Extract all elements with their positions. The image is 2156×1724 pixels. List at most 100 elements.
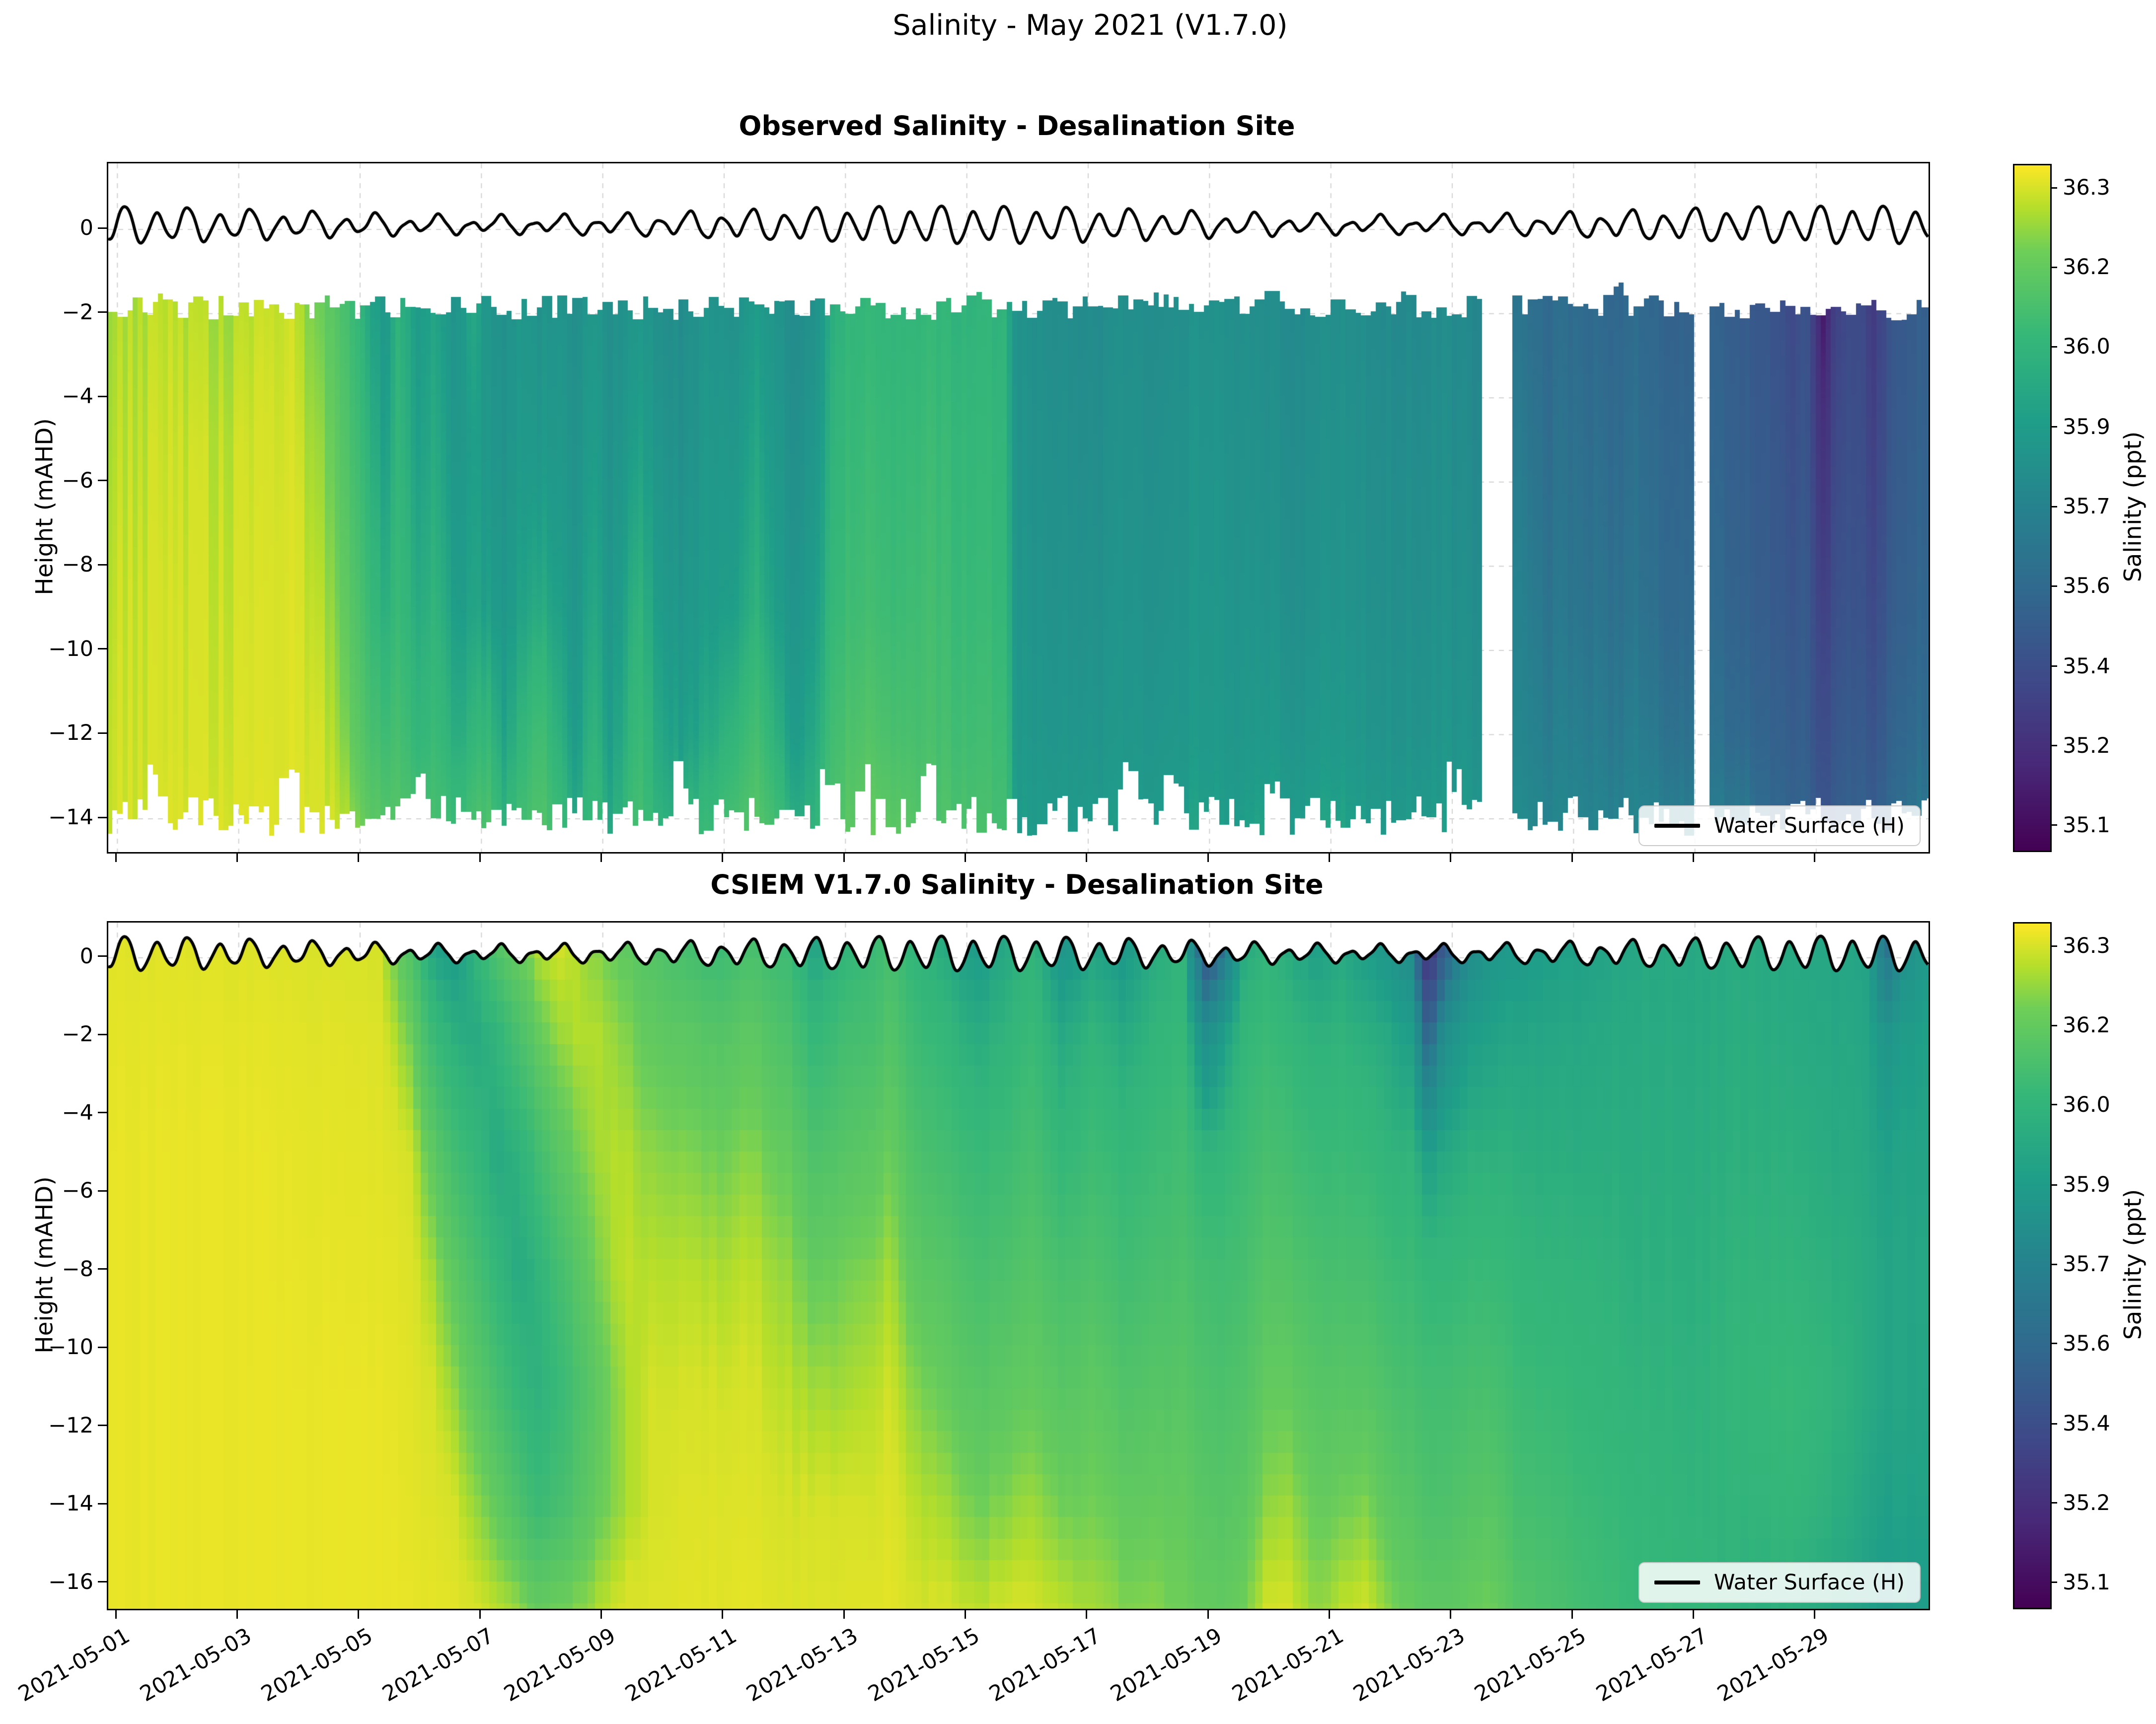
observed-colorbar-gradient [2014, 165, 2050, 851]
x-tick-mark [965, 852, 966, 862]
y-tick-label: −16 [48, 1569, 93, 1594]
x-tick-mark [843, 1609, 845, 1619]
colorbar-tick-mark [2050, 665, 2057, 667]
x-tick-mark [1693, 1609, 1695, 1619]
x-tick-mark [115, 852, 117, 862]
x-tick-mark [722, 1609, 724, 1619]
y-tick-label: 0 [79, 216, 93, 241]
x-tick-mark [1693, 852, 1695, 862]
x-tick-label: 2021-05-05 [257, 1623, 377, 1707]
x-tick-mark [1814, 852, 1816, 862]
model-legend: Water Surface (H) [1638, 1562, 1921, 1603]
y-tick-mark [98, 1581, 107, 1583]
colorbar-tick-mark [2050, 585, 2057, 587]
x-tick-mark [1450, 852, 1452, 862]
colorbar-tick-label: 35.7 [2063, 1252, 2110, 1277]
x-tick-mark [600, 1609, 602, 1619]
y-tick-mark [98, 1112, 107, 1114]
x-tick-label: 2021-05-25 [1470, 1623, 1591, 1707]
x-tick-mark [600, 852, 602, 862]
x-tick-mark [1571, 852, 1573, 862]
y-tick-label: −6 [62, 1178, 93, 1204]
x-tick-mark [1086, 1609, 1088, 1619]
x-tick-label: 2021-05-07 [378, 1623, 499, 1707]
x-tick-label: 2021-05-01 [14, 1623, 135, 1707]
colorbar-tick-mark [2050, 1024, 2057, 1026]
observed-panel-title: Observed Salinity - Desalination Site [739, 110, 1295, 142]
model-panel-title: CSIEM V1.7.0 Salinity - Desalination Sit… [710, 869, 1324, 900]
x-tick-mark [236, 1609, 238, 1619]
y-tick-mark [98, 1346, 107, 1348]
x-tick-mark [965, 1609, 966, 1619]
x-tick-label: 2021-05-27 [1592, 1623, 1712, 1707]
colorbar-tick-label: 35.9 [2063, 414, 2110, 439]
y-tick-label: −12 [48, 720, 93, 746]
model-legend-label: Water Surface (H) [1713, 1570, 1905, 1595]
y-tick-label: −4 [62, 384, 93, 409]
y-tick-mark [98, 1503, 107, 1505]
colorbar-tick-label: 36.0 [2063, 1092, 2110, 1117]
y-tick-label: −12 [48, 1413, 93, 1438]
y-tick-label: −14 [48, 1491, 93, 1516]
x-tick-label: 2021-05-21 [1228, 1623, 1348, 1707]
colorbar-tick-label: 36.0 [2063, 334, 2110, 359]
y-tick-mark [98, 311, 107, 313]
colorbar-tick-label: 35.2 [2063, 733, 2110, 758]
colorbar-tick-label: 36.2 [2063, 255, 2110, 280]
x-tick-mark [1207, 852, 1209, 862]
x-tick-mark [358, 852, 360, 862]
y-tick-label: −2 [62, 299, 93, 325]
y-tick-label: −2 [62, 1022, 93, 1047]
x-tick-mark [1086, 852, 1088, 862]
colorbar-tick-label: 35.1 [2063, 1570, 2110, 1595]
y-tick-label: −10 [48, 1335, 93, 1360]
colorbar-tick-mark [2050, 1104, 2057, 1106]
colorbar-tick-label: 36.3 [2063, 175, 2110, 201]
x-tick-label: 2021-05-09 [500, 1623, 620, 1707]
y-tick-mark [98, 564, 107, 566]
x-tick-label: 2021-05-17 [985, 1623, 1105, 1707]
x-tick-mark [1814, 1609, 1816, 1619]
colorbar-tick-label: 36.2 [2063, 1013, 2110, 1038]
colorbar-tick-mark [2050, 824, 2057, 826]
observed-colorbar [2013, 164, 2052, 852]
y-tick-mark [98, 816, 107, 818]
model-heatmap-canvas [108, 923, 1929, 1609]
x-tick-mark [1329, 852, 1331, 862]
colorbar-tick-mark [2050, 505, 2057, 507]
x-tick-mark [236, 852, 238, 862]
colorbar-tick-mark [2050, 1581, 2057, 1583]
observed-legend: Water Surface (H) [1638, 805, 1921, 846]
colorbar-tick-mark [2050, 745, 2057, 747]
colorbar-tick-mark [2050, 1184, 2057, 1186]
observed-heatmap-canvas [108, 163, 1929, 852]
model-colorbar [2013, 922, 2052, 1609]
colorbar-tick-label: 36.3 [2063, 934, 2110, 959]
colorbar-tick-mark [2050, 1502, 2057, 1504]
colorbar-tick-mark [2050, 266, 2057, 268]
colorbar-tick-mark [2050, 346, 2057, 348]
y-tick-label: −10 [48, 636, 93, 661]
colorbar-tick-label: 35.7 [2063, 494, 2110, 519]
colorbar-tick-label: 35.2 [2063, 1490, 2110, 1515]
y-tick-label: −14 [48, 805, 93, 830]
colorbar-tick-label: 35.4 [2063, 1411, 2110, 1437]
y-tick-mark [98, 955, 107, 957]
observed-axes: Water Surface (H) [107, 162, 1930, 854]
x-tick-mark [479, 1609, 481, 1619]
x-tick-label: 2021-05-11 [621, 1623, 741, 1707]
x-tick-mark [115, 1609, 117, 1619]
y-tick-mark [98, 732, 107, 734]
y-tick-mark [98, 395, 107, 397]
x-tick-label: 2021-05-13 [742, 1623, 863, 1707]
y-tick-mark [98, 227, 107, 229]
x-tick-label: 2021-05-29 [1713, 1623, 1833, 1707]
figure-title: Salinity - May 2021 (V1.7.0) [892, 9, 1288, 42]
y-tick-label: −4 [62, 1100, 93, 1125]
observed-colorbar-label: Salinity (ppt) [2119, 431, 2147, 582]
x-tick-label: 2021-05-03 [136, 1623, 256, 1707]
colorbar-tick-mark [2050, 187, 2057, 189]
colorbar-tick-label: 35.4 [2063, 653, 2110, 679]
x-tick-mark [1450, 1609, 1452, 1619]
colorbar-tick-label: 35.9 [2063, 1172, 2110, 1198]
